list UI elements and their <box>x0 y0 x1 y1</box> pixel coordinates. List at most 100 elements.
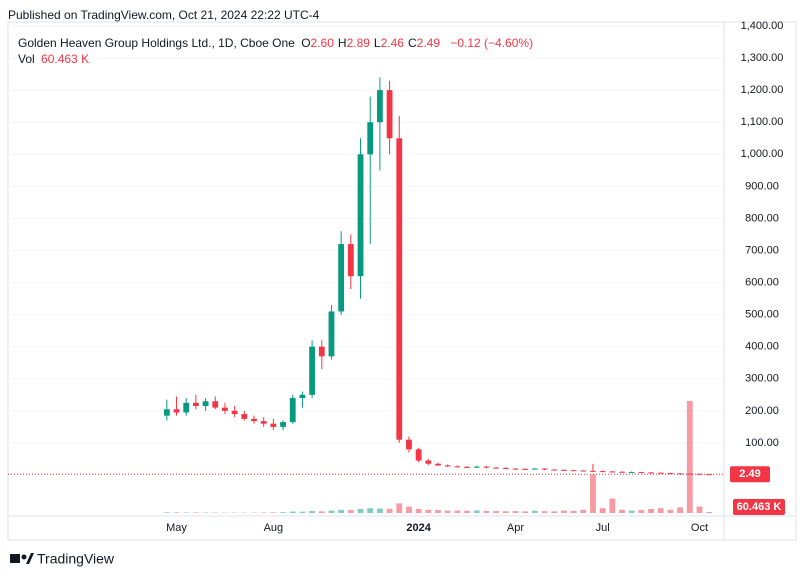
logo-text: TradingView <box>37 551 115 567</box>
candle-body <box>163 409 170 416</box>
ohlc: O2.60 H2.89 L2.46 C2.49 <box>301 36 444 50</box>
y-tick-label: 200.00 <box>745 405 779 417</box>
volume-bar <box>590 474 596 513</box>
candle-body <box>231 410 238 415</box>
candle-body <box>560 469 567 471</box>
volume-bar <box>648 509 654 513</box>
candle-body <box>444 465 451 467</box>
candle-body <box>183 402 190 413</box>
candle-body <box>328 311 335 357</box>
candle-body <box>270 423 277 427</box>
y-tick-label: 500.00 <box>745 309 779 321</box>
y-tick-label: 700.00 <box>745 244 779 256</box>
candle-body <box>454 466 461 468</box>
candle-body <box>318 346 325 357</box>
volume-bar <box>609 498 616 513</box>
candle-body <box>502 467 509 469</box>
symbol: Golden Heaven Group Holdings Ltd., 1D, C… <box>18 36 295 50</box>
candle-body <box>202 401 209 407</box>
volume-bar <box>638 510 645 513</box>
volume-bar <box>502 511 509 513</box>
volume-bar <box>318 511 325 513</box>
volume-bar <box>483 510 490 513</box>
volume-bar <box>667 509 674 513</box>
volume-bar <box>415 509 422 513</box>
candle-body <box>667 473 674 475</box>
y-tick-label: 800.00 <box>745 212 779 224</box>
volume-bar <box>696 506 703 513</box>
volume-bar <box>309 511 316 513</box>
ohlc-value: 2.89 <box>346 36 370 50</box>
volume-bar <box>376 508 383 513</box>
candle-body <box>212 401 219 408</box>
last-volume-box <box>733 499 785 515</box>
y-tick-label: 600.00 <box>745 276 779 288</box>
ohlc-key: O <box>301 36 311 50</box>
x-tick-label: May <box>166 522 187 534</box>
vol-value: 60.463 K <box>41 52 90 66</box>
candle-body <box>570 470 577 472</box>
vol-legend: Vol 60.463 K <box>18 52 92 66</box>
candle-body <box>406 439 412 450</box>
candle-body <box>260 421 267 424</box>
candle-body <box>222 407 228 411</box>
ohlc-value: 2.49 <box>416 36 440 50</box>
volume-bar <box>619 509 625 513</box>
published: Published on TradingView.com, Oct 21, 20… <box>8 8 320 22</box>
last-price-label: 2.49 <box>739 468 760 480</box>
candle-body <box>657 472 664 474</box>
candle-body <box>638 472 645 474</box>
candle-body <box>376 90 383 123</box>
candle-body <box>493 467 500 469</box>
volume-bar <box>367 508 374 513</box>
volume-bar <box>396 503 403 513</box>
change: −0.12 (−4.60%) <box>450 36 534 50</box>
candle-body <box>425 460 432 464</box>
volume-bar <box>289 511 296 513</box>
candle-body <box>551 469 558 471</box>
candle-body <box>706 474 713 476</box>
volume-bar <box>425 509 432 513</box>
volume-bar <box>338 509 345 513</box>
legend: Golden Heaven Group Holdings Ltd., 1D, C… <box>18 36 536 50</box>
y-tick-label: 300.00 <box>745 373 779 385</box>
candle-body <box>483 466 490 468</box>
candle-body <box>473 466 480 468</box>
volume-bar <box>270 512 277 513</box>
y-tick-label: 1,100.00 <box>741 116 784 128</box>
volume-bar <box>444 510 451 513</box>
x-tick-label: Apr <box>507 522 524 534</box>
y-tick-label: 900.00 <box>745 180 779 192</box>
y-tick-label: 1,000.00 <box>741 148 784 160</box>
x-tick-label: Oct <box>691 522 708 534</box>
volume-bar <box>299 511 306 513</box>
volume-bar <box>280 512 286 513</box>
volume-bar <box>570 510 577 513</box>
x-tick-label: Jul <box>596 522 610 534</box>
x-tick-label: Aug <box>264 522 284 534</box>
volume-bar <box>328 510 335 513</box>
candle-body <box>609 471 616 473</box>
ohlc-key: C <box>407 36 417 50</box>
candle-body <box>619 471 625 473</box>
candle-body <box>415 449 422 461</box>
candle-body <box>531 468 538 470</box>
volume-bar <box>454 510 461 513</box>
candle-body <box>309 346 316 395</box>
volume-bar <box>493 511 500 513</box>
candle-body <box>435 463 441 466</box>
volume-bar <box>357 509 364 513</box>
volume-bar <box>580 509 587 513</box>
volume-bar <box>173 512 180 513</box>
candle-body <box>338 244 345 312</box>
ohlc-value: 2.46 <box>380 36 404 50</box>
candle-body <box>628 472 635 474</box>
candle-body <box>696 473 703 475</box>
volume-bar <box>541 511 548 513</box>
candle-body <box>599 471 606 473</box>
volume-bar <box>677 507 684 513</box>
y-tick-label: 1,300.00 <box>741 52 784 64</box>
y-tick-label: 1,200.00 <box>741 84 784 96</box>
y-tick-label: 100.00 <box>745 437 779 449</box>
